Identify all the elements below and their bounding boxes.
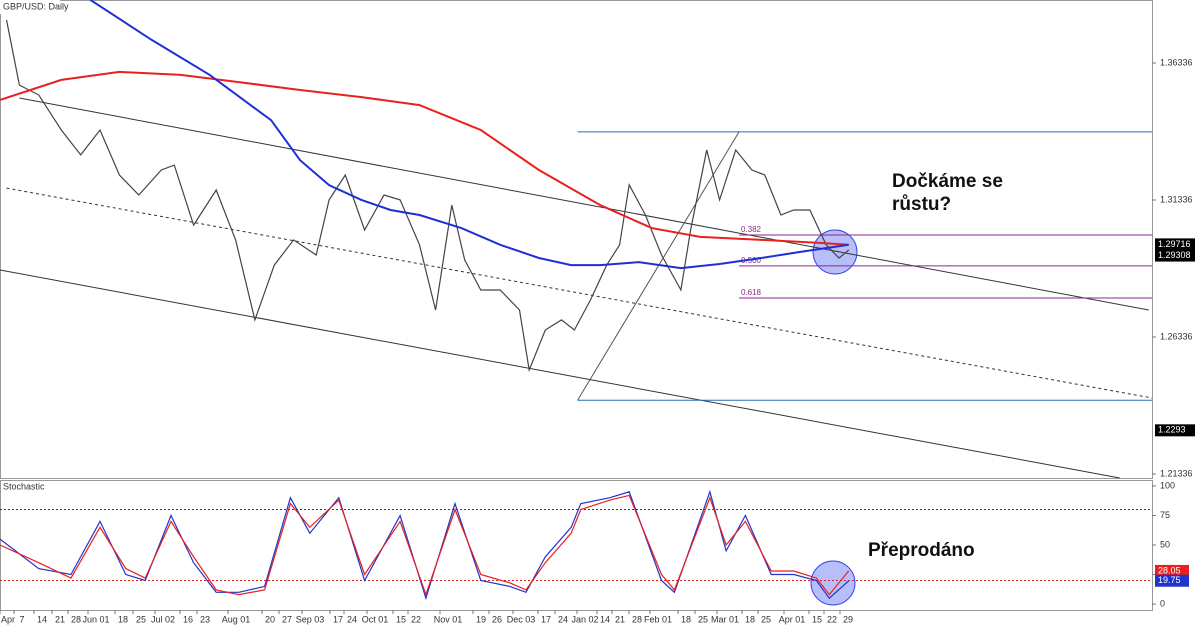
y-tick-label: 1.31336 — [1160, 194, 1193, 204]
y-tick-label: 1.21336 — [1160, 468, 1193, 478]
x-tick-label: 24 — [347, 614, 357, 624]
title-bg — [0, 0, 60, 14]
x-tick-label: 25 — [761, 614, 771, 624]
x-tick-label: 28 — [632, 614, 642, 624]
x-tick-label: Nov 01 — [434, 614, 463, 624]
x-tick-label: 18 — [745, 614, 755, 624]
x-tick-label: Apr 01 — [779, 614, 806, 624]
trend-line — [19, 97, 1149, 311]
panel-title: Stochastic — [3, 481, 45, 491]
main-frame — [0, 0, 1153, 479]
annotation: Dočkáme se — [892, 171, 1003, 192]
annotation: Přeprodáno — [868, 540, 975, 561]
x-tick-label: 24 — [558, 614, 568, 624]
x-tick-label: 19 — [476, 614, 486, 624]
x-tick-label: 21 — [615, 614, 625, 624]
y-tick-label: 1.26336 — [1160, 331, 1193, 341]
price-box — [1155, 424, 1195, 437]
x-tick-label: Jan 02 — [571, 614, 598, 624]
fib-label: 0.618 — [741, 288, 762, 297]
series-line — [0, 489, 850, 601]
highlight-circle — [812, 229, 858, 275]
x-tick-label: Oct 01 — [362, 614, 389, 624]
x-tick-label: 20 — [265, 614, 275, 624]
series-line — [5, 19, 850, 373]
trend-line — [6, 187, 1153, 399]
x-tick-label: Sep 03 — [296, 614, 325, 624]
value-box — [1155, 564, 1189, 577]
x-tick-label: 18 — [118, 614, 128, 624]
value-label: 28.05 — [1158, 565, 1181, 575]
x-tick-label: 14 — [600, 614, 610, 624]
x-tick-label: 21 — [55, 614, 65, 624]
x-tick-label: 27 — [282, 614, 292, 624]
x-tick-label: Dec 03 — [507, 614, 536, 624]
y-tick-label: 50 — [1160, 539, 1170, 549]
x-tick-label: 25 — [698, 614, 708, 624]
x-tick-label: Mar 01 — [711, 614, 739, 624]
x-tick-label: 18 — [681, 614, 691, 624]
price-label: 1.2293 — [1158, 425, 1186, 435]
x-tick-label: 17 — [541, 614, 551, 624]
value-box — [1155, 574, 1189, 587]
price-label: 1.29716 — [1158, 239, 1191, 249]
x-tick-label: 17 — [333, 614, 343, 624]
x-tick-label: Feb 01 — [644, 614, 672, 624]
y-tick-label: 100 — [1160, 480, 1175, 490]
highlight-circle — [810, 560, 856, 606]
y-tick-label: 0 — [1160, 598, 1165, 608]
y-tick-label: 75 — [1160, 510, 1170, 520]
value-label: 19.75 — [1158, 575, 1181, 585]
chart-title: GBP/USD: Daily — [3, 1, 69, 11]
x-tick-label: 14 — [37, 614, 47, 624]
stoch-frame — [0, 480, 1153, 611]
x-tick-label: Jul 02 — [151, 614, 175, 624]
x-tick-label: 15 — [812, 614, 822, 624]
x-tick-label: 29 — [843, 614, 853, 624]
x-tick-label: 7 — [19, 614, 24, 624]
trend-line — [0, 269, 1120, 479]
x-tick-label: 25 — [136, 614, 146, 624]
y-tick-label: 1.36336 — [1160, 57, 1193, 67]
series-line — [0, 494, 850, 597]
x-tick-label: 16 — [183, 614, 193, 624]
price-label: 1.29308 — [1158, 250, 1191, 260]
x-tick-label: Aug 01 — [222, 614, 251, 624]
price-box — [1155, 249, 1195, 262]
series-line — [0, 70, 849, 246]
fib-label: 0.500 — [741, 256, 762, 265]
x-tick-label: 26 — [492, 614, 502, 624]
x-tick-label: 28 — [71, 614, 81, 624]
x-tick-label: 22 — [411, 614, 421, 624]
x-tick-label: 22 — [827, 614, 837, 624]
fib-label: 0.382 — [741, 225, 762, 234]
x-tick-label: 23 — [200, 614, 210, 624]
series-line — [89, 0, 849, 270]
x-tick-label: Apr — [1, 614, 15, 624]
annotation: růstu? — [892, 194, 951, 215]
x-tick-label: Jun 01 — [82, 614, 109, 624]
price-box — [1155, 238, 1195, 251]
x-tick-label: 15 — [396, 614, 406, 624]
trend-line — [577, 131, 740, 401]
